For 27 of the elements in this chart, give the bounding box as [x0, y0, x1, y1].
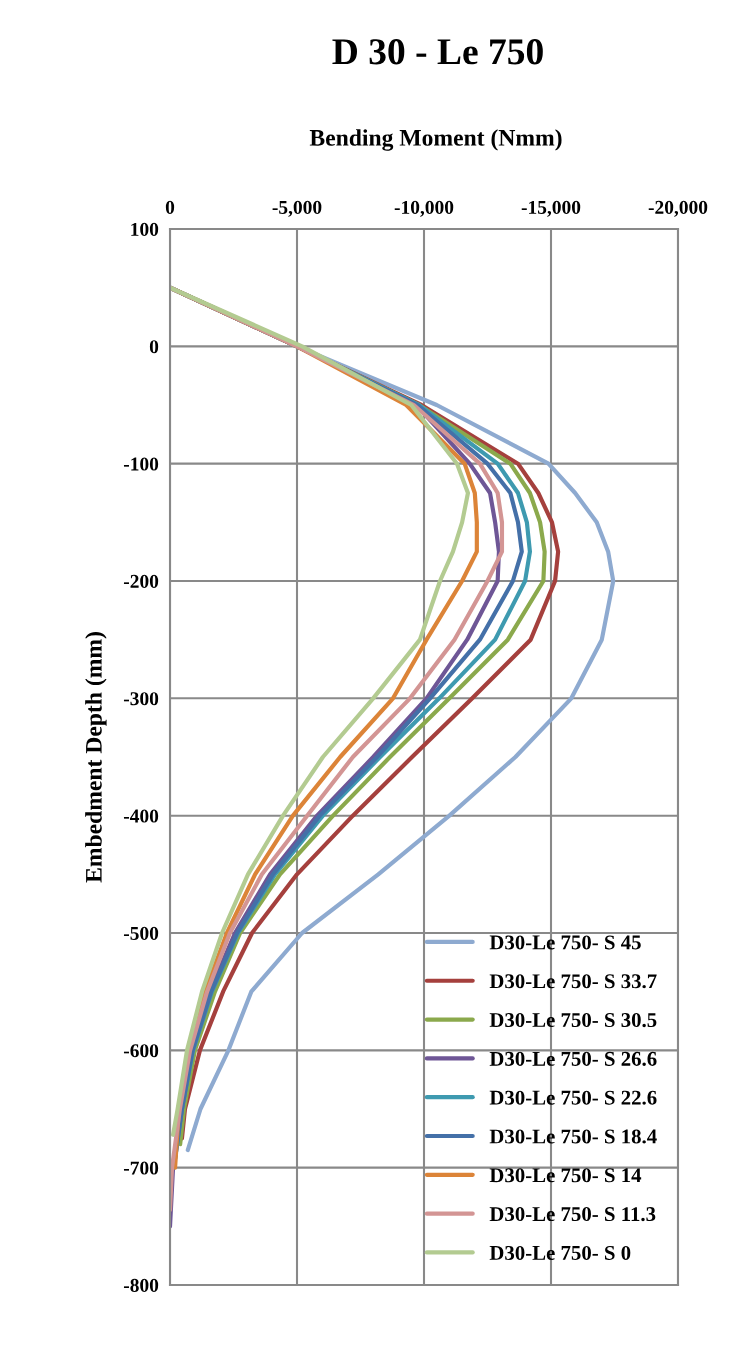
legend-label: D30-Le 750- S 18.4 [489, 1129, 657, 1144]
y-tick-label: -200 [123, 574, 159, 588]
y-tick-label: 0 [149, 340, 159, 354]
y-tick-label: -100 [123, 457, 159, 471]
chart-title: D 30 - Le 750 [332, 39, 543, 65]
legend-label: D30-Le 750- S 22.6 [489, 1090, 657, 1105]
x-tick-label: -5,000 [272, 200, 322, 217]
x-tick-label: -10,000 [394, 200, 454, 217]
y-tick-label: -500 [123, 926, 159, 940]
y-tick-label: 100 [131, 222, 159, 236]
y-tick-label: -800 [123, 1278, 159, 1292]
y-tick-label: -600 [123, 1044, 159, 1058]
y-tick-label: -400 [123, 809, 159, 823]
legend-label: D30-Le 750- S 14 [489, 1168, 642, 1183]
legend-label: D30-Le 750- S 26.6 [489, 1051, 657, 1066]
legend-label: D30-Le 750- S 33.7 [489, 974, 657, 989]
y-tick-label: -700 [123, 1161, 159, 1175]
y-tick-label: -300 [123, 692, 159, 706]
x-tick-label: -15,000 [521, 200, 581, 217]
legend-label: D30-Le 750- S 45 [489, 935, 641, 950]
legend-label: D30-Le 750- S 0 [489, 1245, 631, 1260]
legend-label: D30-Le 750- S 11.3 [489, 1207, 656, 1222]
y-axis-title: Embedment Depth (mm) [85, 632, 107, 883]
x-axis-title: Bending Moment (Nmm) [309, 129, 562, 151]
x-tick-label: -20,000 [648, 200, 708, 217]
x-tick-label: 0 [165, 200, 175, 214]
legend-label: D30-Le 750- S 30.5 [489, 1013, 657, 1028]
